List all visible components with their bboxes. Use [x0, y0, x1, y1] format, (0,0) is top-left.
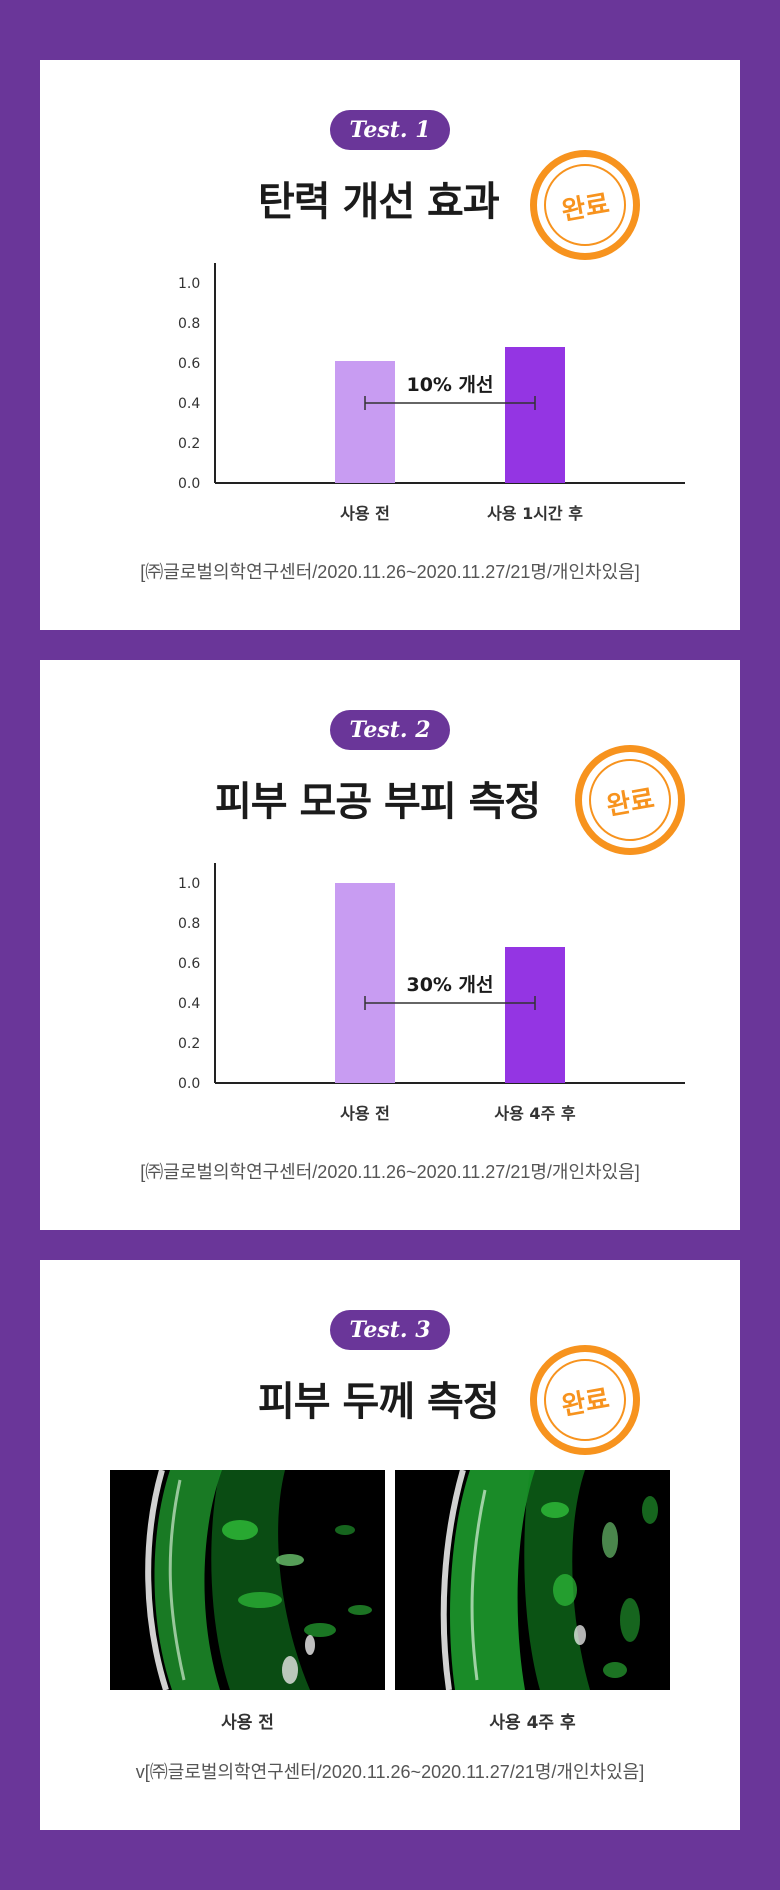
y-tick-label: 0.8: [178, 916, 200, 932]
skin-scan-after-graphic: [395, 1470, 670, 1690]
y-tick-label: 1.0: [178, 276, 200, 292]
skin-scan-after-image: [395, 1470, 670, 1690]
x-category-label: 사용 전: [340, 1104, 390, 1123]
badge-text: 완료: [604, 783, 657, 822]
test1-chart: 0.0 0.2 0.4 0.6 0.8 1.0 사용 전 사용 1시간 후 10% 개선: [178, 263, 685, 523]
test3-source: v[㈜글로벌의학연구센터/2020.11.26~2020.11.27/21명/개…: [135, 1762, 645, 1782]
test2-complete-badge: 완료: [575, 745, 685, 855]
image-label-before: 사용 전: [221, 1713, 274, 1733]
y-tick-label: 0.8: [178, 316, 200, 332]
y-tick-label: 1.0: [178, 876, 200, 892]
y-tick-label: 0.0: [178, 1076, 200, 1092]
y-tick-label: 0.4: [178, 996, 200, 1012]
badge-text: 완료: [559, 188, 612, 227]
annotation-label: 10% 개선: [406, 374, 493, 396]
y-tick-label: 0.2: [178, 436, 200, 452]
y-tick-label: 0.4: [178, 396, 200, 412]
x-category-label: 사용 전: [340, 504, 390, 523]
test1-complete-badge: 완료: [530, 150, 640, 260]
test1-source: [㈜글로벌의학연구센터/2020.11.26~2020.11.27/21명/개인…: [140, 562, 640, 582]
bar-before: [335, 883, 395, 1083]
skin-scan-before-graphic: [110, 1470, 385, 1690]
x-category-label: 사용 4주 후: [494, 1104, 575, 1123]
skin-scan-before-image: [110, 1470, 385, 1690]
bar-after: [505, 347, 565, 483]
y-tick-label: 0.0: [178, 476, 200, 492]
badge-inner-ring: [544, 1359, 626, 1441]
y-tick-label: 0.6: [178, 356, 200, 372]
x-category-label: 사용 1시간 후: [487, 504, 583, 523]
annotation-label: 30% 개선: [406, 974, 493, 996]
badge-text: 완료: [559, 1383, 612, 1422]
badge-inner-ring: [589, 759, 671, 841]
test3-title: 피부 두께 측정: [258, 1379, 500, 1425]
test2-pill: Test. 2: [330, 710, 450, 750]
bar-before: [335, 361, 395, 483]
bar-after: [505, 947, 565, 1083]
y-tick-label: 0.2: [178, 1036, 200, 1052]
test1-pill: Test. 1: [330, 110, 450, 150]
test2-title: 피부 모공 부피 측정: [215, 779, 541, 825]
test3-card: Test. 3 피부 두께 측정 완료: [40, 1260, 740, 1830]
test1-title: 탄력 개선 효과: [258, 179, 500, 225]
test3-complete-badge: 완료: [530, 1345, 640, 1455]
y-tick-label: 0.6: [178, 956, 200, 972]
badge-inner-ring: [544, 164, 626, 246]
test2-card: Test. 2 피부 모공 부피 측정 완료 0.0 0.2 0.4 0.6 0.8 1.…: [40, 660, 740, 1230]
test3-pill: Test. 3: [330, 1310, 450, 1350]
test2-chart: 0.0 0.2 0.4 0.6 0.8 1.0 사용 전 사용 4주 후 30% 개선: [178, 863, 685, 1123]
test2-source: [㈜글로벌의학연구센터/2020.11.26~2020.11.27/21명/개인…: [140, 1162, 640, 1182]
test1-card: Test. 1 탄력 개선 효과 완료 0.0 0.2 0.4 0.6 0.8 1.0 사용…: [40, 60, 740, 630]
image-label-after: 사용 4주 후: [489, 1713, 576, 1733]
